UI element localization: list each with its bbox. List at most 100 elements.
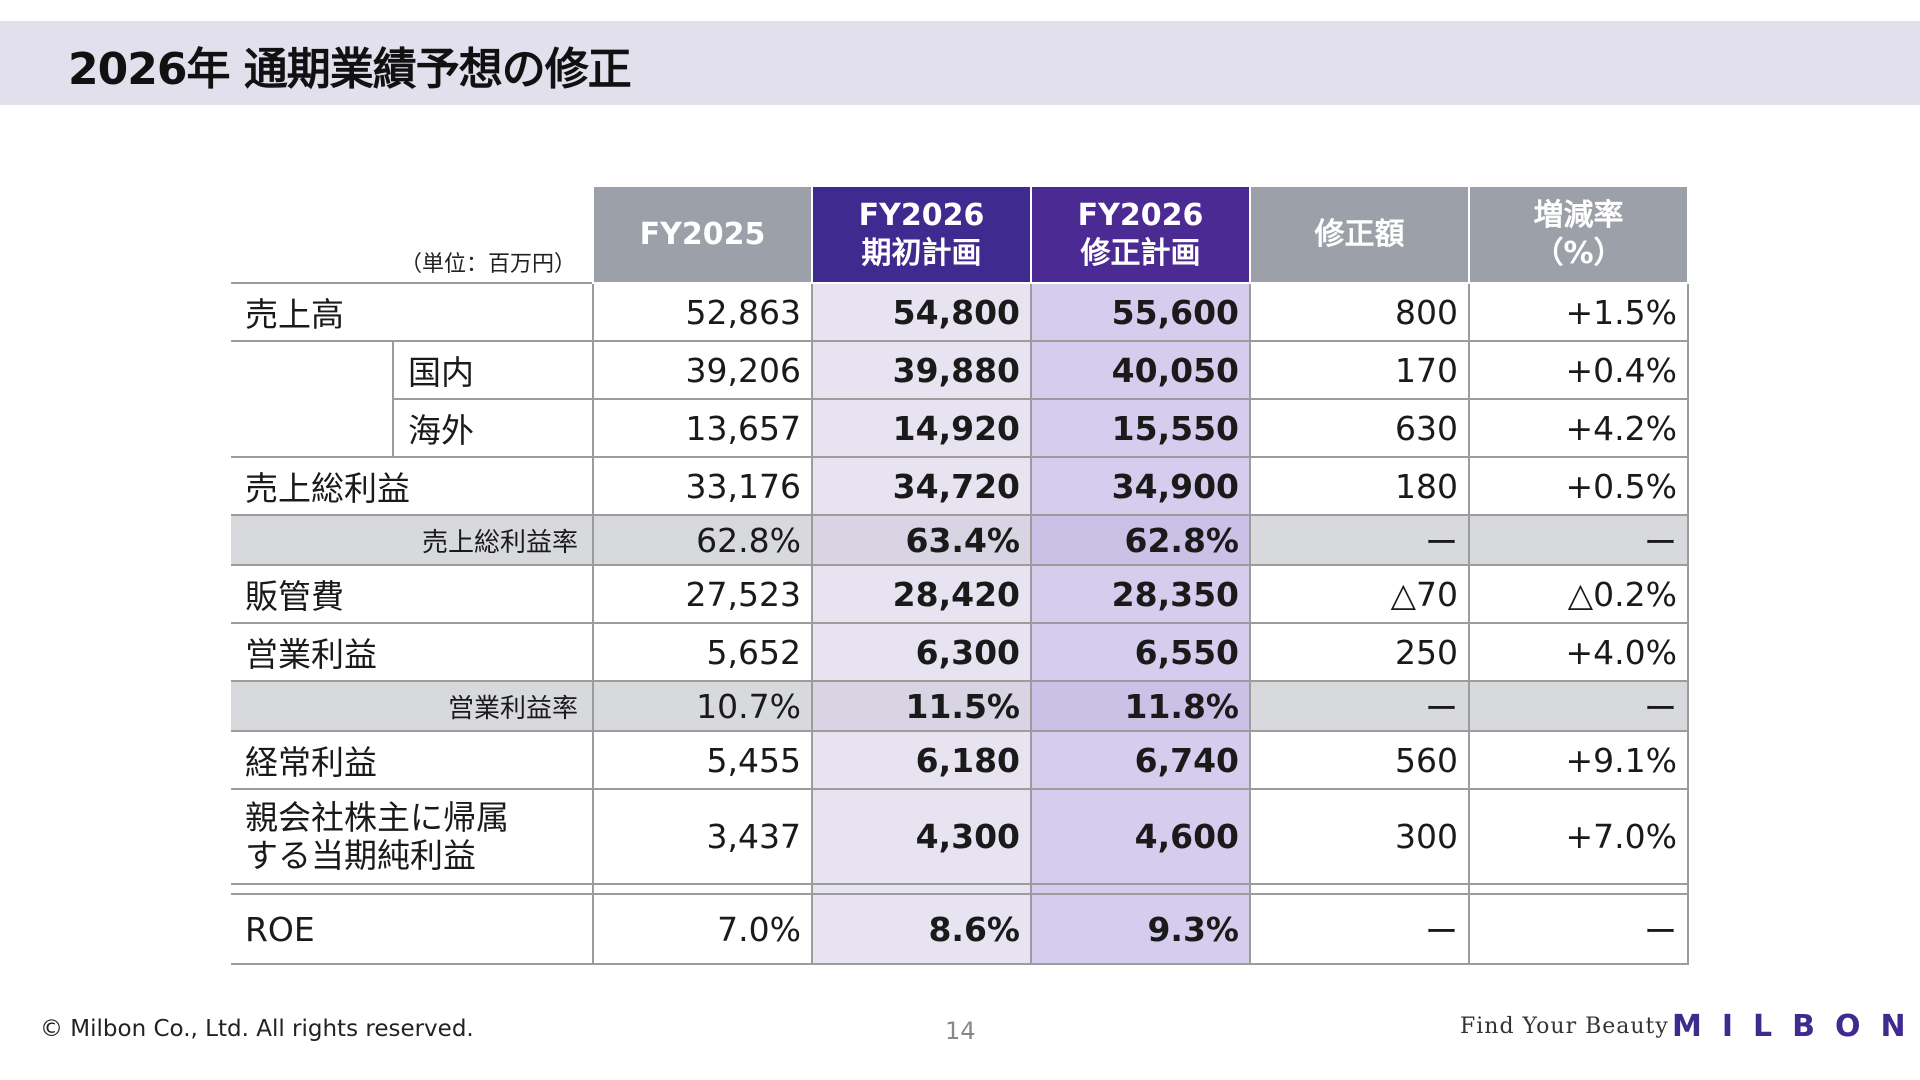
- row-label: ROE: [231, 894, 593, 965]
- row-overseas: 海外 13,657 14,920 15,550 630 +4.2%: [231, 399, 1689, 458]
- row-label-line1: 親会社株主に帰属: [245, 797, 509, 837]
- milbon-logo: MILBON: [1672, 1009, 1920, 1044]
- cell-initial-plan: 6,180: [811, 731, 1031, 790]
- cell-fy2025: 52,863: [592, 282, 812, 342]
- cell-rate: +0.5%: [1468, 457, 1689, 516]
- cell-change: 560: [1249, 731, 1469, 790]
- row-operating-income: 営業利益 5,652 6,300 6,550 250 +4.0%: [231, 623, 1689, 682]
- cell-fy2025: 39,206: [592, 341, 812, 400]
- cell-revised-plan: 40,050: [1030, 341, 1250, 400]
- cell-rate: △0.2%: [1468, 565, 1689, 624]
- row-label: 販管費: [231, 565, 593, 624]
- divider-cell: [592, 884, 812, 895]
- col-header-initial-plan-line2: 期初計画: [861, 235, 982, 271]
- cell-initial-plan: 4,300: [811, 789, 1031, 885]
- row-label-line2: する当期純利益: [245, 835, 476, 875]
- cell-rate: +4.2%: [1468, 399, 1689, 458]
- divider-cell: [231, 884, 593, 895]
- col-header-fy2025: FY2025: [592, 185, 813, 284]
- row-label: 営業利益率: [231, 681, 593, 732]
- row-label: 海外: [392, 399, 593, 458]
- cell-rate: +1.5%: [1468, 282, 1689, 342]
- cell-initial-plan: 34,720: [811, 457, 1031, 516]
- cell-change: 180: [1249, 457, 1469, 516]
- cell-revised-plan: 62.8%: [1030, 515, 1250, 566]
- divider-cell: [1468, 884, 1689, 895]
- cell-fy2025: 7.0%: [592, 894, 812, 965]
- cell-rate: ー: [1468, 681, 1689, 732]
- row-sga: 販管費 27,523 28,420 28,350 △70 △0.2%: [231, 565, 1689, 624]
- divider-cell: [1249, 884, 1469, 895]
- cell-rate: ー: [1468, 515, 1689, 566]
- cell-revised-plan: 55,600: [1030, 282, 1250, 342]
- cell-fy2025: 5,455: [592, 731, 812, 790]
- cell-change: 300: [1249, 789, 1469, 885]
- cell-revised-plan: 11.8%: [1030, 681, 1250, 732]
- cell-initial-plan: 54,800: [811, 282, 1031, 342]
- row-domestic: 国内 39,206 39,880 40,050 170 +0.4%: [231, 341, 1689, 400]
- forecast-table: （単位：百万円） FY2025 FY2026 期初計画 FY2026 修正計画 修正…: [231, 185, 1689, 965]
- page-title: 2026年 通期業績予想の修正: [68, 44, 632, 95]
- row-net-income: 親会社株主に帰属 する当期純利益 3,437 4,300 4,600 300 +7…: [231, 789, 1689, 885]
- col-header-initial-plan-line1: FY2026: [858, 197, 985, 233]
- col-header-change: 修正額: [1249, 185, 1470, 284]
- cell-change: ー: [1249, 894, 1469, 965]
- cell-fy2025: 27,523: [592, 565, 812, 624]
- row-ordinary-income: 経常利益 5,455 6,180 6,740 560 +9.1%: [231, 731, 1689, 790]
- cell-initial-plan: 6,300: [811, 623, 1031, 682]
- cell-revised-plan: 15,550: [1030, 399, 1250, 458]
- cell-revised-plan: 28,350: [1030, 565, 1250, 624]
- divider-cell: [811, 884, 1031, 895]
- row-roe: ROE 7.0% 8.6% 9.3% ー ー: [231, 894, 1689, 965]
- indent-spacer: [231, 399, 393, 458]
- cell-initial-plan: 14,920: [811, 399, 1031, 458]
- col-header-revised-plan: FY2026 修正計画: [1030, 185, 1251, 284]
- cell-revised-plan: 4,600: [1030, 789, 1250, 885]
- cell-change: 170: [1249, 341, 1469, 400]
- cell-fy2025: 5,652: [592, 623, 812, 682]
- cell-change: 800: [1249, 282, 1469, 342]
- cell-initial-plan: 28,420: [811, 565, 1031, 624]
- row-gross-profit: 売上総利益 33,176 34,720 34,900 180 +0.5%: [231, 457, 1689, 516]
- cell-revised-plan: 6,740: [1030, 731, 1250, 790]
- row-gross-margin: 売上総利益率 62.8% 63.4% 62.8% ー ー: [231, 515, 1689, 566]
- cell-rate: +0.4%: [1468, 341, 1689, 400]
- cell-change: ー: [1249, 681, 1469, 732]
- cell-change: ー: [1249, 515, 1469, 566]
- cell-fy2025: 33,176: [592, 457, 812, 516]
- cell-revised-plan: 6,550: [1030, 623, 1250, 682]
- indent-spacer: [231, 341, 393, 399]
- col-header-rate-line2: （%）: [1533, 235, 1624, 271]
- cell-initial-plan: 39,880: [811, 341, 1031, 400]
- col-header-revised-plan-line2: 修正計画: [1080, 235, 1201, 271]
- cell-fy2025: 10.7%: [592, 681, 812, 732]
- row-label: 国内: [392, 341, 593, 400]
- row-label: 売上総利益率: [231, 515, 593, 566]
- page-number: 14: [945, 1017, 976, 1045]
- brand-tagline: Find Your Beauty: [1460, 1014, 1669, 1039]
- copyright-text: © Milbon Co., Ltd. All rights reserved.: [40, 1016, 474, 1042]
- title-band: [0, 21, 1920, 105]
- col-header-rate: 増減率 （%）: [1468, 185, 1689, 284]
- cell-initial-plan: 8.6%: [811, 894, 1031, 965]
- cell-rate: +7.0%: [1468, 789, 1689, 885]
- cell-fy2025: 62.8%: [592, 515, 812, 566]
- divider-cell: [1030, 884, 1250, 895]
- cell-change: 630: [1249, 399, 1469, 458]
- col-header-rate-line1: 増減率: [1533, 197, 1624, 233]
- row-label: 売上総利益: [231, 457, 593, 516]
- cell-initial-plan: 63.4%: [811, 515, 1031, 566]
- row-divider: [231, 884, 1689, 895]
- header-row: （単位：百万円） FY2025 FY2026 期初計画 FY2026 修正計画 修正…: [231, 185, 1689, 284]
- cell-change: △70: [1249, 565, 1469, 624]
- cell-change: 250: [1249, 623, 1469, 682]
- col-header-revised-plan-line1: FY2026: [1077, 197, 1204, 233]
- cell-rate: +4.0%: [1468, 623, 1689, 682]
- row-label: 親会社株主に帰属 する当期純利益: [231, 789, 593, 885]
- row-label: 経常利益: [231, 731, 593, 790]
- cell-fy2025: 13,657: [592, 399, 812, 458]
- cell-rate: +9.1%: [1468, 731, 1689, 790]
- row-operating-margin: 営業利益率 10.7% 11.5% 11.8% ー ー: [231, 681, 1689, 732]
- row-label: 売上高: [231, 282, 593, 342]
- cell-revised-plan: 9.3%: [1030, 894, 1250, 965]
